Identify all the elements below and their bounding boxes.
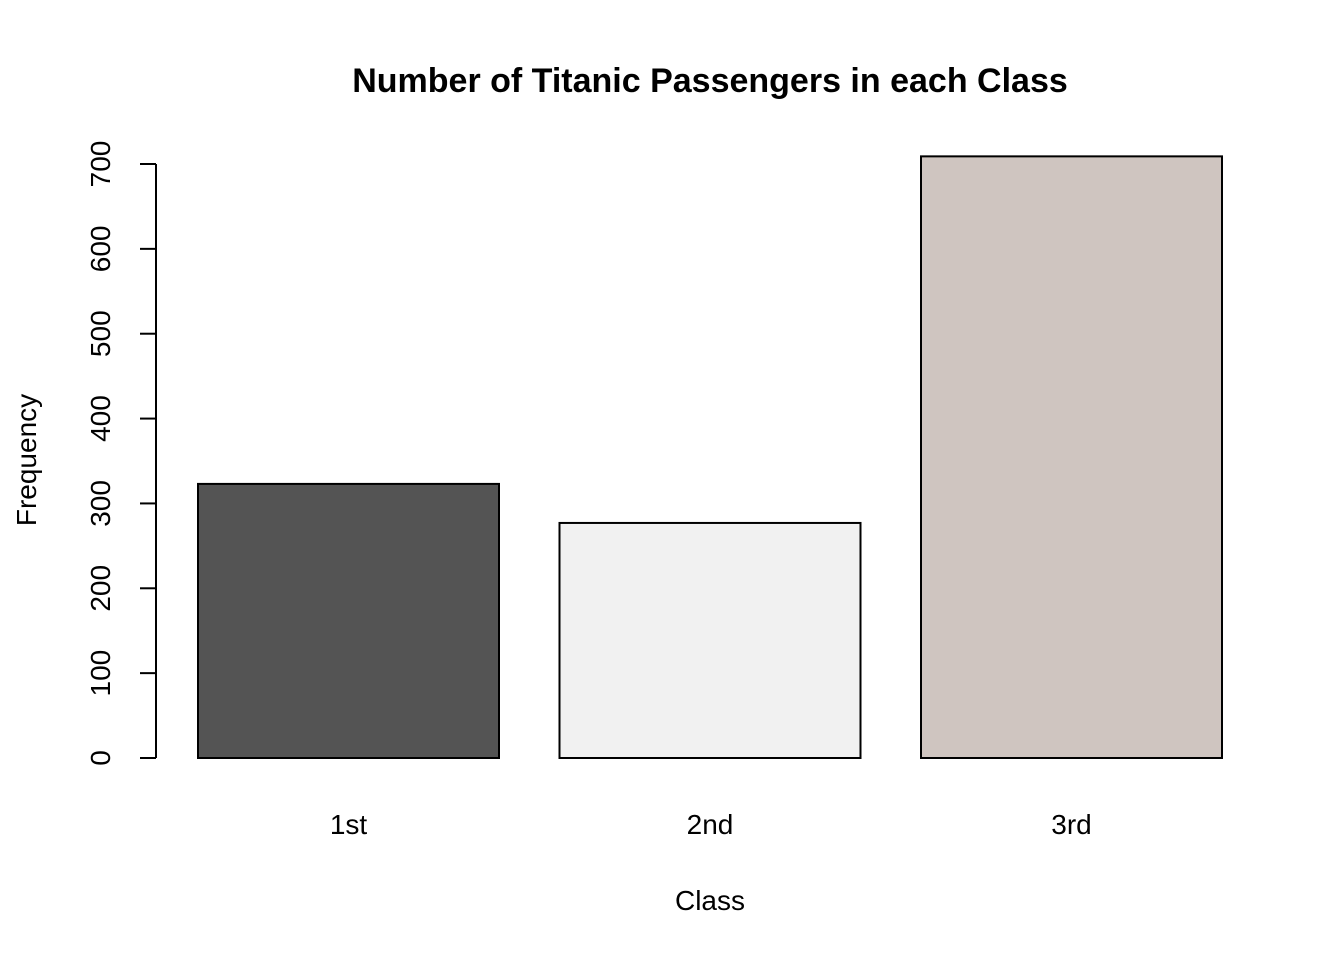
- x-axis-tick-label: 2nd: [687, 809, 734, 840]
- y-axis-tick-label: 400: [85, 395, 116, 442]
- y-axis-tick-label: 100: [85, 650, 116, 697]
- chart-title: Number of Titanic Passengers in each Cla…: [352, 62, 1068, 100]
- y-axis-tick-label: 700: [85, 141, 116, 188]
- y-axis-tick-label: 600: [85, 225, 116, 272]
- y-axis-label: Frequency: [11, 394, 42, 526]
- x-axis-tick-label: 3rd: [1051, 809, 1091, 840]
- x-axis-tick-label: 1st: [330, 809, 368, 840]
- bar-1st: [197, 482, 500, 759]
- y-axis-tick-label: 200: [85, 565, 116, 612]
- bar-3rd: [920, 155, 1223, 759]
- bars: [197, 155, 1223, 760]
- y-axis: 0 100 200 300 400 500 600 700: [85, 141, 157, 766]
- x-axis-label: Class: [675, 885, 745, 916]
- y-axis-tick-label: 500: [85, 310, 116, 357]
- y-axis-tick-label: 300: [85, 480, 116, 527]
- x-axis-tick-labels: 1st 2nd 3rd: [330, 809, 1092, 840]
- y-axis-tick-label: 0: [85, 750, 116, 766]
- bar-2nd: [558, 521, 862, 760]
